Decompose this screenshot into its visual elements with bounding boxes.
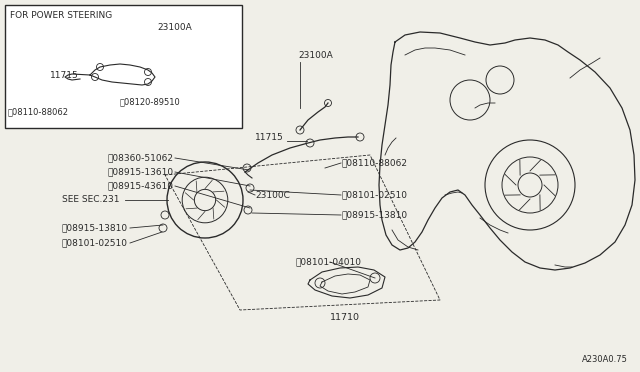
Text: 11715: 11715: [50, 71, 79, 80]
Text: Ⓦ08915-13610: Ⓦ08915-13610: [107, 167, 173, 176]
Bar: [5, 5, 242, 128]
Text: Ⓑ08110-88062: Ⓑ08110-88062: [342, 158, 408, 167]
Text: Ⓑ08101-02510: Ⓑ08101-02510: [62, 238, 128, 247]
Text: Ⓑ08101-02510: Ⓑ08101-02510: [342, 190, 408, 199]
Text: Ⓑ08110-88062: Ⓑ08110-88062: [8, 108, 69, 116]
Text: SEE SEC.231: SEE SEC.231: [62, 196, 120, 205]
Text: Ⓑ08120-89510: Ⓑ08120-89510: [120, 97, 180, 106]
Text: 23100A: 23100A: [157, 22, 192, 32]
Text: 23100A: 23100A: [298, 51, 333, 60]
Text: Ⓦ08915-43610: Ⓦ08915-43610: [107, 182, 173, 190]
Text: FOR POWER STEERING: FOR POWER STEERING: [10, 10, 112, 19]
Text: 23100C: 23100C: [255, 190, 290, 199]
Text: 11715: 11715: [255, 134, 284, 142]
Text: Ⓢ08360-51062: Ⓢ08360-51062: [107, 154, 173, 163]
Text: 11710: 11710: [330, 314, 360, 323]
Text: A230A0.75: A230A0.75: [582, 356, 628, 365]
Text: Ⓦ08915-13810: Ⓦ08915-13810: [62, 224, 128, 232]
Text: Ⓑ08101-04010: Ⓑ08101-04010: [295, 257, 361, 266]
Text: Ⓦ08915-13810: Ⓦ08915-13810: [342, 211, 408, 219]
